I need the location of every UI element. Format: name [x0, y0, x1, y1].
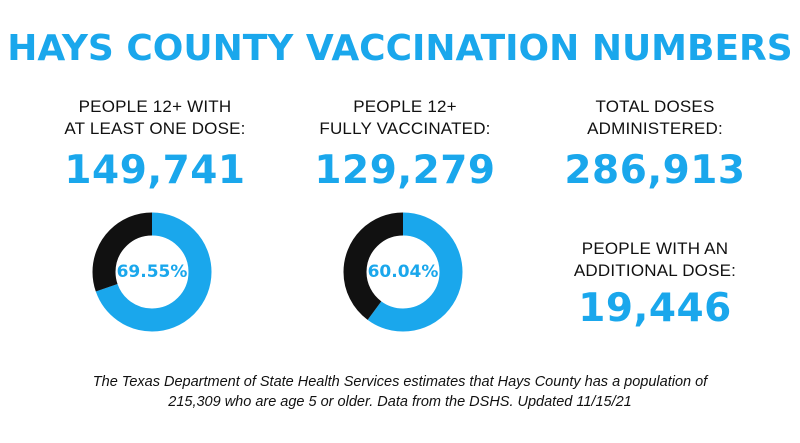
stat-label-total-doses: TOTAL DOSES ADMINISTERED:	[587, 97, 723, 138]
stat-value-fully-vaccinated: 129,279	[314, 148, 496, 193]
stat-value-total-doses: 286,913	[564, 148, 746, 193]
stat-value-additional-dose: 19,446	[578, 286, 732, 331]
footnote: The Texas Department of State Health Ser…	[0, 372, 800, 412]
footnote-line: The Texas Department of State Health Ser…	[92, 374, 708, 390]
footnote-line: 215,309 who are age 5 or older. Data fro…	[168, 394, 632, 410]
donut-chart-fully-vaccinated: 60.04%	[343, 212, 463, 332]
donut-slice-remaining	[343, 212, 463, 332]
donut-slice-remaining	[92, 212, 212, 332]
stat-label-one-dose: PEOPLE 12+ WITH AT LEAST ONE DOSE:	[64, 97, 246, 138]
donut-chart-one-dose: 69.55%	[92, 212, 212, 332]
stat-value-one-dose: 149,741	[64, 148, 246, 193]
page-title: HAYS COUNTY VACCINATION NUMBERS	[7, 28, 793, 69]
donut-percent-fully-vaccinated: 60.04%	[367, 262, 439, 282]
stat-label-fully-vaccinated: PEOPLE 12+ FULLY VACCINATED:	[319, 97, 491, 138]
stat-label-additional-dose: PEOPLE WITH AN ADDITIONAL DOSE:	[573, 239, 737, 280]
donut-percent-one-dose: 69.55%	[116, 262, 188, 282]
